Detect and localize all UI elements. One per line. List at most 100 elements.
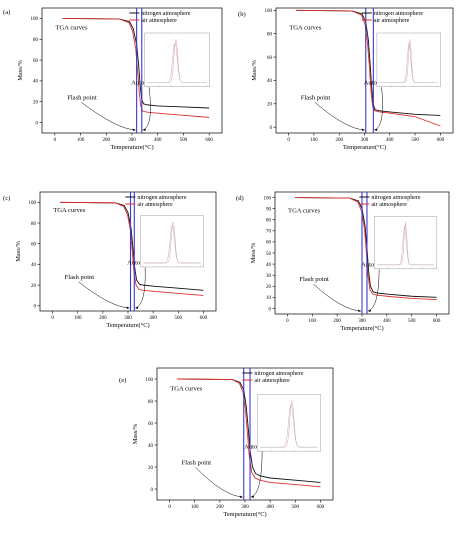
panel-d: (d) 0 100 200 300 400 500 600 0 10 20 30 40 50 60 70 80 9… bbox=[236, 191, 450, 332]
y-tick-label: 0 bbox=[270, 126, 273, 131]
legend-label: nitrogen atmosphere bbox=[254, 371, 303, 377]
x-axis-label: Temperature(°C) bbox=[343, 144, 386, 151]
inset-frame bbox=[144, 32, 210, 87]
x-tick-label: 600 bbox=[437, 138, 445, 143]
legend-label: nitrogen atmosphere bbox=[371, 195, 420, 201]
inset-curve-nitrogen bbox=[377, 225, 434, 266]
y-tick-label: 0 bbox=[36, 121, 39, 126]
auto-ignition-arrow bbox=[142, 87, 151, 131]
series-line-nitrogen bbox=[294, 197, 437, 298]
auto-ignition-arrowhead bbox=[251, 495, 255, 498]
y-tick-label: 90 bbox=[266, 207, 272, 212]
auto-ignition-arrow bbox=[374, 87, 383, 131]
legend-label: nitrogen atmosphere bbox=[141, 11, 190, 17]
y-axis-label: Mass/% bbox=[132, 423, 139, 444]
panel-label: (d) bbox=[236, 195, 244, 202]
y-tick-label: 40 bbox=[267, 79, 273, 84]
y-tick-label: 100 bbox=[29, 201, 37, 206]
y-tick-label: 40 bbox=[148, 444, 154, 449]
y-tick-label: 0 bbox=[151, 488, 154, 493]
y-tick-label: 40 bbox=[33, 80, 39, 85]
x-tick-label: 200 bbox=[216, 505, 224, 510]
inset-dtg bbox=[257, 394, 321, 452]
y-axis-label: Mass/% bbox=[17, 60, 24, 81]
x-tick-label: 600 bbox=[317, 505, 325, 510]
y-axis-label: Mass/% bbox=[251, 60, 258, 81]
panel-label: (a) bbox=[3, 9, 10, 16]
y-tick-label: 80 bbox=[148, 400, 154, 405]
flash-point-label: Flash point bbox=[299, 276, 329, 283]
tga-curves-label: TGA curves bbox=[53, 207, 85, 214]
auto-ignition-arrow bbox=[135, 267, 146, 309]
x-tick-label: 400 bbox=[386, 138, 394, 143]
y-tick-label: 40 bbox=[31, 263, 37, 268]
y-tick-label: 100 bbox=[264, 196, 272, 201]
flash-point-label: Flash point bbox=[65, 274, 95, 281]
y-axis-label: Mass/% bbox=[250, 242, 257, 263]
inset-curve-nitrogen bbox=[143, 224, 201, 264]
y-tick-label: 60 bbox=[266, 241, 272, 246]
y-tick-label: 80 bbox=[266, 219, 272, 224]
x-tick-label: 500 bbox=[292, 505, 300, 510]
x-tick-label: 300 bbox=[128, 138, 136, 143]
y-axis-label: Mass/% bbox=[15, 241, 22, 262]
x-tick-label: 500 bbox=[175, 316, 183, 321]
flash-point-label: Flash point bbox=[67, 94, 97, 101]
series-line-air bbox=[296, 9, 441, 127]
inset-dtg bbox=[140, 215, 204, 268]
x-tick-label: 200 bbox=[335, 138, 343, 143]
y-tick-label: 80 bbox=[267, 33, 273, 38]
legend-label: air atmosphere bbox=[374, 18, 410, 24]
auto-ignition-arrow bbox=[250, 451, 263, 498]
x-tick-label: 100 bbox=[74, 316, 82, 321]
x-tick-label: 600 bbox=[205, 138, 213, 143]
x-tick-label: 0 bbox=[168, 505, 171, 510]
panel-e: (e) 0 100 200 300 400 500 600 0 20 40 60 80 100 Temper… bbox=[119, 367, 334, 518]
x-tick-label: 500 bbox=[180, 138, 188, 143]
auto-ignition-arrowhead bbox=[142, 128, 146, 131]
inset-curve-nitrogen bbox=[147, 41, 207, 83]
x-tick-label: 100 bbox=[309, 319, 317, 324]
x-tick-label: 500 bbox=[411, 138, 419, 143]
series-line-nitrogen bbox=[296, 9, 441, 116]
panel-label: (c) bbox=[3, 195, 10, 202]
flash-point-label: Flash point bbox=[182, 459, 212, 466]
y-tick-label: 0 bbox=[269, 307, 272, 312]
x-tick-label: 0 bbox=[287, 138, 290, 143]
x-tick-label: 300 bbox=[241, 505, 249, 510]
x-tick-label: 400 bbox=[154, 138, 162, 143]
x-tick-label: 200 bbox=[99, 316, 107, 321]
y-tick-label: 60 bbox=[148, 422, 154, 427]
x-tick-label: 500 bbox=[408, 319, 416, 324]
flash-point-arrowhead bbox=[132, 128, 136, 131]
series-line-nitrogen bbox=[62, 17, 210, 109]
y-tick-label: 60 bbox=[31, 243, 37, 248]
y-tick-label: 20 bbox=[33, 101, 39, 106]
flash-point-arrowhead bbox=[361, 128, 365, 131]
x-axis-label: Temperature(°C) bbox=[110, 144, 153, 151]
x-tick-label: 600 bbox=[433, 319, 441, 324]
flash-point-arrowhead bbox=[239, 495, 243, 498]
flash-point-arrow bbox=[313, 283, 362, 312]
y-tick-label: 100 bbox=[265, 9, 273, 14]
x-axis-label: Temperature(°C) bbox=[223, 511, 266, 518]
flash-point-arrow bbox=[78, 281, 130, 309]
inset-dtg bbox=[144, 32, 210, 87]
x-tick-label: 400 bbox=[149, 316, 157, 321]
auto-ignition-arrowhead bbox=[374, 128, 378, 131]
tga-curves-label: TGA curves bbox=[56, 24, 88, 31]
tga-curves-label: TGA curves bbox=[289, 24, 321, 31]
auto-ignition-arrow bbox=[367, 269, 380, 312]
legend-label: air atmosphere bbox=[254, 378, 290, 384]
y-tick-label: 60 bbox=[267, 56, 273, 61]
x-tick-label: 0 bbox=[51, 316, 54, 321]
legend-label: air atmosphere bbox=[137, 202, 173, 208]
y-tick-label: 20 bbox=[31, 284, 37, 289]
y-tick-label: 80 bbox=[31, 222, 37, 227]
x-tick-label: 0 bbox=[286, 319, 289, 324]
y-tick-label: 20 bbox=[267, 103, 273, 108]
x-tick-label: 600 bbox=[200, 316, 208, 321]
tga-curves-label: TGA curves bbox=[170, 385, 202, 392]
